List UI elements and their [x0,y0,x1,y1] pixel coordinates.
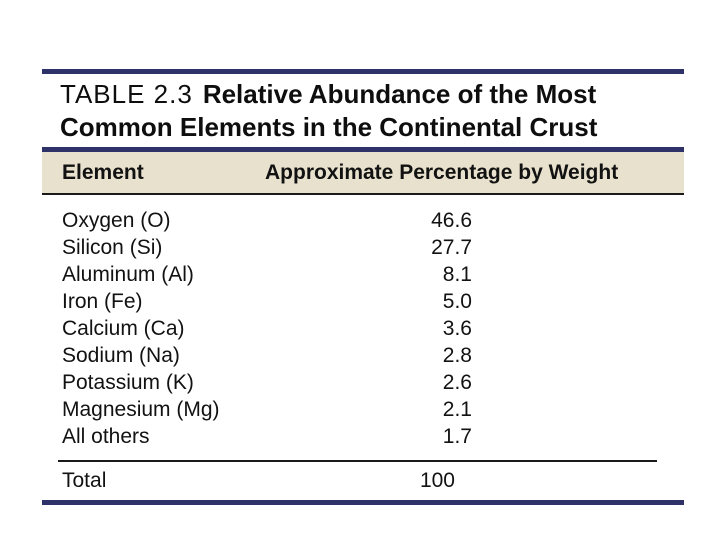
table-rows: Oxygen (O) 46.6 Silicon (Si) 27.7 Aluminum (… [42,195,684,450]
element-name: All others [62,424,150,448]
table-row: All others 1.7 [42,423,684,450]
total-separator-rule [58,460,657,462]
column-header-percentage: Approximate Percentage by Weight [265,160,619,184]
element-percentage: 1.7 [442,424,472,448]
element-percentage: 5.0 [442,289,472,313]
element-name: Calcium (Ca) [62,316,185,340]
table-row: Calcium (Ca) 3.6 [42,315,684,342]
table-figure: TABLE 2.3 Relative Abundance of the Most … [42,69,684,505]
element-name: Aluminum (Al) [62,262,194,286]
header-top-rule [42,147,684,152]
bottom-rule [42,500,684,505]
element-percentage: 27.7 [431,235,472,259]
total-row: Total 100 [42,462,684,500]
table-row: Potassium (K) 2.6 [42,369,684,396]
total-label: Total [62,469,107,492]
element-percentage: 2.1 [442,397,472,421]
table-row: Sodium (Na) 2.8 [42,342,684,369]
table-title-text: Relative Abundance of the Most Common El… [60,79,598,142]
table-header-row: Element Approximate Percentage by Weight [42,152,684,193]
element-percentage: 46.6 [431,208,472,232]
element-percentage: 3.6 [442,316,472,340]
total-value: 100 [419,469,455,492]
element-percentage: 8.1 [442,262,472,286]
element-name: Silicon (Si) [62,235,163,259]
table-row: Oxygen (O) 46.6 [42,207,684,234]
header-bottom-rule [42,193,684,195]
element-name: Potassium (K) [62,370,194,394]
table-row: Aluminum (Al) 8.1 [42,261,684,288]
element-percentage: 2.8 [442,343,472,367]
element-name: Magnesium (Mg) [62,397,220,421]
column-header-element: Element [62,160,144,184]
table-number-label: TABLE 2.3 [60,79,193,109]
element-name: Iron (Fe) [62,289,143,313]
table-row: Iron (Fe) 5.0 [42,288,684,315]
element-name: Sodium (Na) [62,343,180,367]
element-name: Oxygen (O) [62,208,171,232]
table-row: Silicon (Si) 27.7 [42,234,684,261]
table-row: Magnesium (Mg) 2.1 [42,396,684,423]
element-percentage: 2.6 [442,370,472,394]
table-title: TABLE 2.3 Relative Abundance of the Most … [42,74,670,147]
top-rule [42,69,684,74]
